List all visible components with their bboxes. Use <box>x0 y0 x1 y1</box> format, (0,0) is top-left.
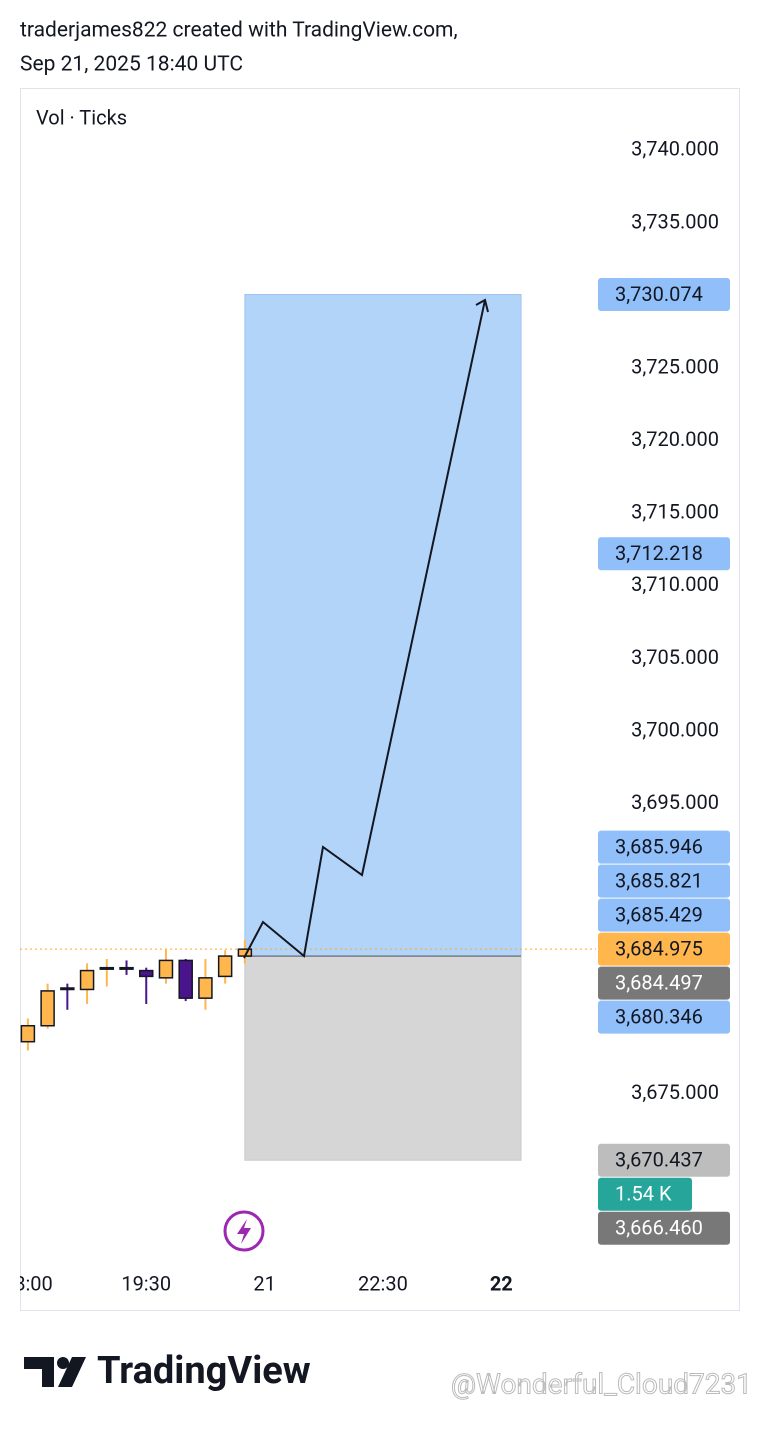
price-label: 3,685.429 <box>615 902 703 926</box>
price-label: 3,730.074 <box>615 282 703 306</box>
arrow-head <box>475 298 489 313</box>
y-tick-label: 3,725.000 <box>631 354 719 378</box>
candle-body <box>119 966 134 970</box>
y-tick-label: 3,715.000 <box>631 500 719 524</box>
y-tick-label: 3,700.000 <box>631 717 719 741</box>
x-tick-label: 21 <box>253 1271 275 1295</box>
x-tick-label: 19:30 <box>121 1271 171 1295</box>
price-label-box <box>598 966 730 1000</box>
loss-zone <box>244 955 522 1161</box>
price-label: 3,684.975 <box>615 936 703 960</box>
candle-body <box>99 966 115 970</box>
candle-body <box>178 959 193 999</box>
price-label: 3,680.346 <box>615 1004 703 1028</box>
price-label: 3,685.946 <box>615 834 703 858</box>
x-tick-label: 22 <box>490 1271 513 1295</box>
candle-body <box>20 1024 36 1043</box>
y-tick-label: 3,740.000 <box>631 137 719 161</box>
x-tick-label: 22:30 <box>358 1271 408 1295</box>
x-tick-label: 18:00 <box>3 1271 53 1295</box>
brand-name: TradingView <box>97 1349 311 1393</box>
price-label-box <box>598 830 730 864</box>
title: traderjames822 created with TradingView.… <box>20 19 458 43</box>
candle-body <box>198 977 213 999</box>
candle-body <box>158 959 174 979</box>
price-label-box <box>598 537 730 571</box>
candle-body <box>138 969 154 978</box>
lightning-icon <box>223 1210 265 1252</box>
x-axis: 18:00 19:30 21 22:30 22 <box>3 1271 513 1295</box>
profit-zone <box>244 294 522 957</box>
brand-logo <box>24 1357 86 1387</box>
candle-body <box>40 990 55 1027</box>
y-tick-label: 3,705.000 <box>631 645 719 669</box>
price-label-box <box>598 278 730 312</box>
price-label: 3,685.821 <box>615 868 703 892</box>
watermark: @Wonderful_Cloud7231 <box>451 1367 752 1400</box>
price-label: 3,684.497 <box>615 970 703 994</box>
candle-body <box>79 969 95 991</box>
plot <box>20 294 596 1161</box>
price-label-box <box>598 1143 730 1177</box>
y-axis: 3,740.000 3,735.000 3,725.000 3,720.000 3,71… <box>598 137 730 1245</box>
price-label-box <box>598 1000 730 1034</box>
price-label: 1.54 K <box>615 1181 672 1205</box>
price-label: 3,670.437 <box>615 1147 703 1171</box>
y-tick-label: 3,720.000 <box>631 427 719 451</box>
price-label-box <box>598 1177 692 1211</box>
chart-frame <box>20 88 740 1311</box>
indicator-label: Vol · Ticks <box>36 105 127 129</box>
y-tick-label: 3,710.000 <box>631 572 719 596</box>
candle-body <box>217 955 233 978</box>
price-label: 3,712.218 <box>615 541 703 565</box>
candle-body <box>60 987 75 991</box>
price-label: 3,666.460 <box>615 1215 703 1239</box>
price-label-box <box>598 1211 730 1245</box>
projection-arrow <box>243 299 486 959</box>
y-tick-label: 3,735.000 <box>631 209 719 233</box>
y-tick-label: 3,675.000 <box>631 1080 719 1104</box>
price-label-box <box>598 864 730 898</box>
y-tick-label: 3,695.000 <box>631 790 719 814</box>
subtitle: Sep 21, 2025 18:40 UTC <box>20 53 243 77</box>
price-label-box <box>598 898 730 932</box>
price-label-box <box>598 932 730 966</box>
